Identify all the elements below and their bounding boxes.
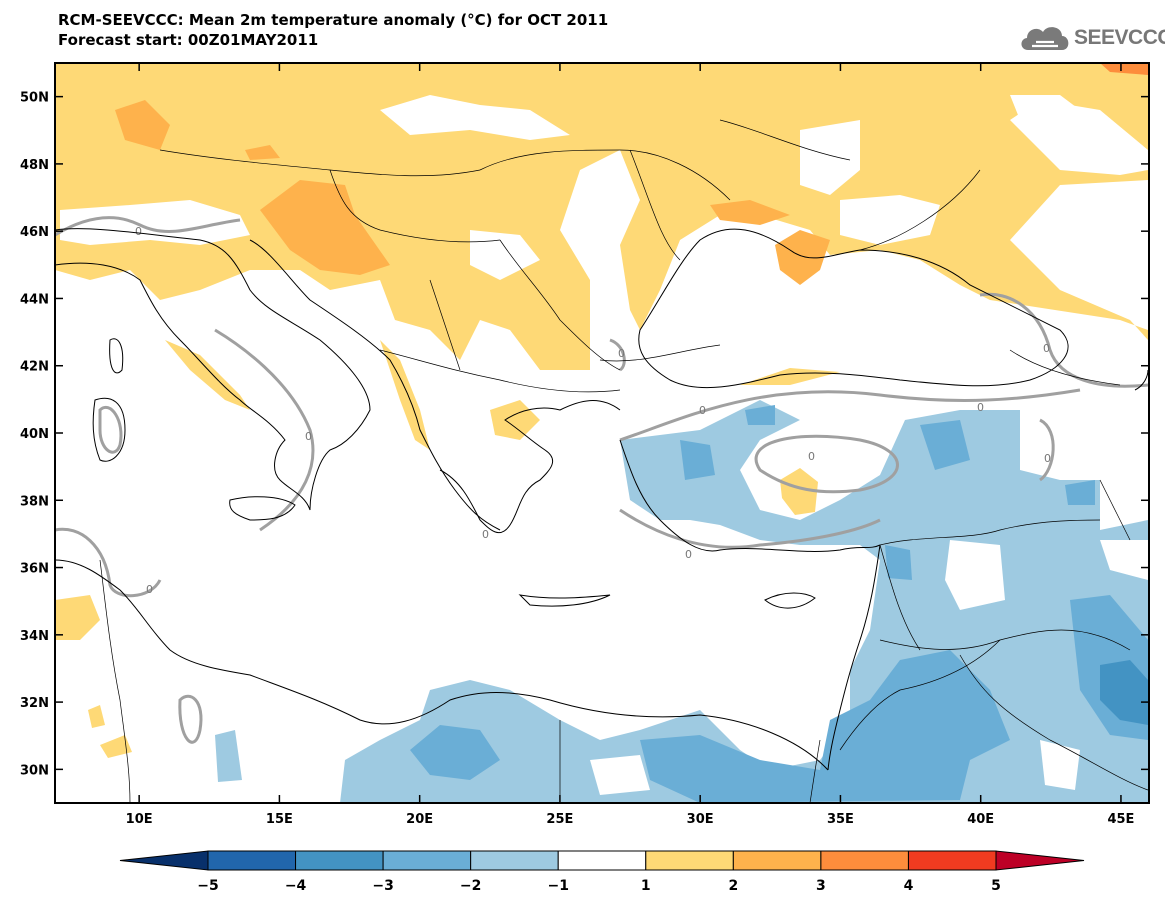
neutral-patch-ukraine bbox=[800, 120, 860, 195]
warm-anomaly-2-austria bbox=[245, 145, 280, 160]
map-field: 0 0 0 0 0 0 0 0 0 0 0 bbox=[55, 63, 1149, 803]
country-borders bbox=[99, 119, 1149, 803]
lon-tick-label: 35E bbox=[827, 812, 854, 827]
lat-tick-label: 38N bbox=[20, 494, 49, 509]
warm-coast-italy bbox=[165, 340, 250, 410]
contour-label: 0 bbox=[305, 430, 312, 443]
warm-anomaly-2-crimea bbox=[775, 230, 830, 285]
warm-anomaly-3-ne-corner bbox=[1100, 63, 1148, 75]
lon-tick-label: 30E bbox=[687, 812, 714, 827]
colorbar-label: −1 bbox=[547, 878, 568, 894]
colorbar-label: 3 bbox=[816, 878, 826, 894]
map-title-block: RCM-SEEVCCC: Mean 2m temperature anomaly… bbox=[58, 10, 608, 50]
warm-anomaly-2-croatia bbox=[260, 180, 390, 275]
cold-anomaly-2-east-turkey bbox=[920, 420, 970, 470]
colorbar-arrow-left bbox=[119, 850, 209, 871]
contour-label: 0 bbox=[1044, 452, 1051, 465]
neutral-patch-black-sea-north bbox=[840, 195, 940, 245]
colorbar-label: 4 bbox=[904, 878, 914, 894]
colorbar-label: −3 bbox=[372, 878, 393, 894]
contour-label: 0 bbox=[618, 347, 625, 360]
coastlines bbox=[55, 228, 1149, 771]
neutral-patch-iraq-east bbox=[1100, 540, 1148, 580]
contour-label: 0 bbox=[699, 404, 706, 417]
colorbar-label: −5 bbox=[197, 878, 218, 894]
longitude-axis: 10E 15E 20E 25E 30E 35E 40E 45E bbox=[126, 63, 1134, 827]
lon-tick-label: 25E bbox=[546, 812, 573, 827]
logo-text: SEEVCCC bbox=[1074, 26, 1165, 49]
lat-tick-label: 42N bbox=[20, 360, 49, 375]
map-subtitle: Forecast start: 00Z01MAY2011 bbox=[58, 31, 319, 49]
zero-contours bbox=[55, 216, 1149, 744]
colorbar-label: −2 bbox=[460, 878, 481, 894]
neutral-patch-alps bbox=[60, 200, 250, 245]
cold-anomaly-2-south-east bbox=[885, 545, 912, 580]
lat-tick-label: 46N bbox=[20, 225, 49, 240]
colorbar-box bbox=[295, 850, 384, 871]
warm-patch-africa bbox=[55, 595, 100, 640]
warm-patch-africa-2 bbox=[88, 705, 105, 728]
colorbar-box bbox=[907, 850, 997, 871]
neutral-patch-egypt bbox=[590, 755, 650, 795]
lat-tick-label: 40N bbox=[20, 427, 49, 442]
lon-tick-label: 45E bbox=[1107, 812, 1134, 827]
neutral-patch-east bbox=[1010, 95, 1100, 135]
colorbar-box bbox=[207, 850, 297, 871]
neutral-patch-poland bbox=[380, 95, 570, 140]
warm-anomaly-2-turkey bbox=[780, 468, 818, 515]
lat-tick-label: 34N bbox=[20, 629, 49, 644]
warm-anomaly-2-azov bbox=[710, 200, 790, 225]
contour-label: 0 bbox=[977, 401, 984, 414]
cold-anomaly-2-anatolia-north bbox=[745, 405, 775, 425]
colorbar-box bbox=[820, 850, 909, 871]
lat-tick-label: 32N bbox=[20, 696, 49, 711]
contour-label: 0 bbox=[685, 548, 692, 561]
colorbar-label: 1 bbox=[641, 878, 651, 894]
colorbar-label: 5 bbox=[991, 878, 1001, 894]
cold-anomaly-2-sinai bbox=[640, 650, 1010, 803]
map-title: RCM-SEEVCCC: Mean 2m temperature anomaly… bbox=[58, 11, 609, 29]
lon-tick-label: 10E bbox=[126, 812, 153, 827]
lat-tick-label: 44N bbox=[20, 292, 49, 307]
lon-tick-label: 40E bbox=[967, 812, 994, 827]
cold-patch-libya bbox=[215, 730, 242, 782]
colorbar-box bbox=[382, 850, 472, 871]
colorbar-box bbox=[470, 850, 559, 871]
neutral-patch-syria bbox=[945, 540, 1005, 610]
colorbar-label: 2 bbox=[728, 878, 738, 894]
lon-tick-label: 15E bbox=[266, 812, 293, 827]
cold-anomaly-2-anatolia-west bbox=[680, 440, 715, 480]
lat-tick-label: 30N bbox=[20, 763, 49, 778]
colorbar-box bbox=[732, 850, 822, 871]
contour-label: 0 bbox=[146, 583, 153, 596]
lat-tick-label: 36N bbox=[20, 562, 49, 577]
latitude-axis: 50N 48N 46N 44N 42N 40N 38N 36N 34N 32N 30N bbox=[20, 91, 1149, 778]
contour-label: 0 bbox=[482, 528, 489, 541]
colorbar-label: −4 bbox=[285, 878, 307, 894]
lat-tick-label: 48N bbox=[20, 158, 49, 173]
cold-anomaly-2-egypt bbox=[410, 725, 500, 780]
warm-anomaly-central-europe bbox=[55, 63, 1148, 370]
colorbar: −5 −4 −3 −2 −1 1 2 3 4 5 bbox=[119, 850, 1085, 894]
contour-label: 0 bbox=[808, 450, 815, 463]
colorbar-box bbox=[557, 850, 647, 871]
warm-patch-africa-3 bbox=[100, 735, 132, 758]
warm-anomaly-2-czechia bbox=[115, 100, 170, 150]
contour-labels: 0 0 0 0 0 0 0 0 0 0 0 bbox=[135, 225, 1051, 596]
neutral-patch-jordan bbox=[1040, 740, 1080, 790]
warm-coast-turkey-north bbox=[740, 368, 840, 385]
neutral-patch-hungary bbox=[470, 230, 540, 280]
cloud-icon bbox=[1021, 27, 1069, 50]
contour-label: 0 bbox=[135, 225, 142, 238]
colorbar-arrow-right bbox=[995, 850, 1085, 871]
lon-tick-label: 20E bbox=[406, 812, 433, 827]
colorbar-box bbox=[645, 850, 734, 871]
lat-tick-label: 50N bbox=[20, 91, 49, 106]
cold-anomaly-2-syria-north bbox=[1065, 480, 1095, 505]
cold-anomaly-3-iraq bbox=[1100, 660, 1148, 725]
contour-label: 0 bbox=[1043, 342, 1050, 355]
seevccc-logo: SEEVCCC bbox=[1018, 20, 1165, 56]
